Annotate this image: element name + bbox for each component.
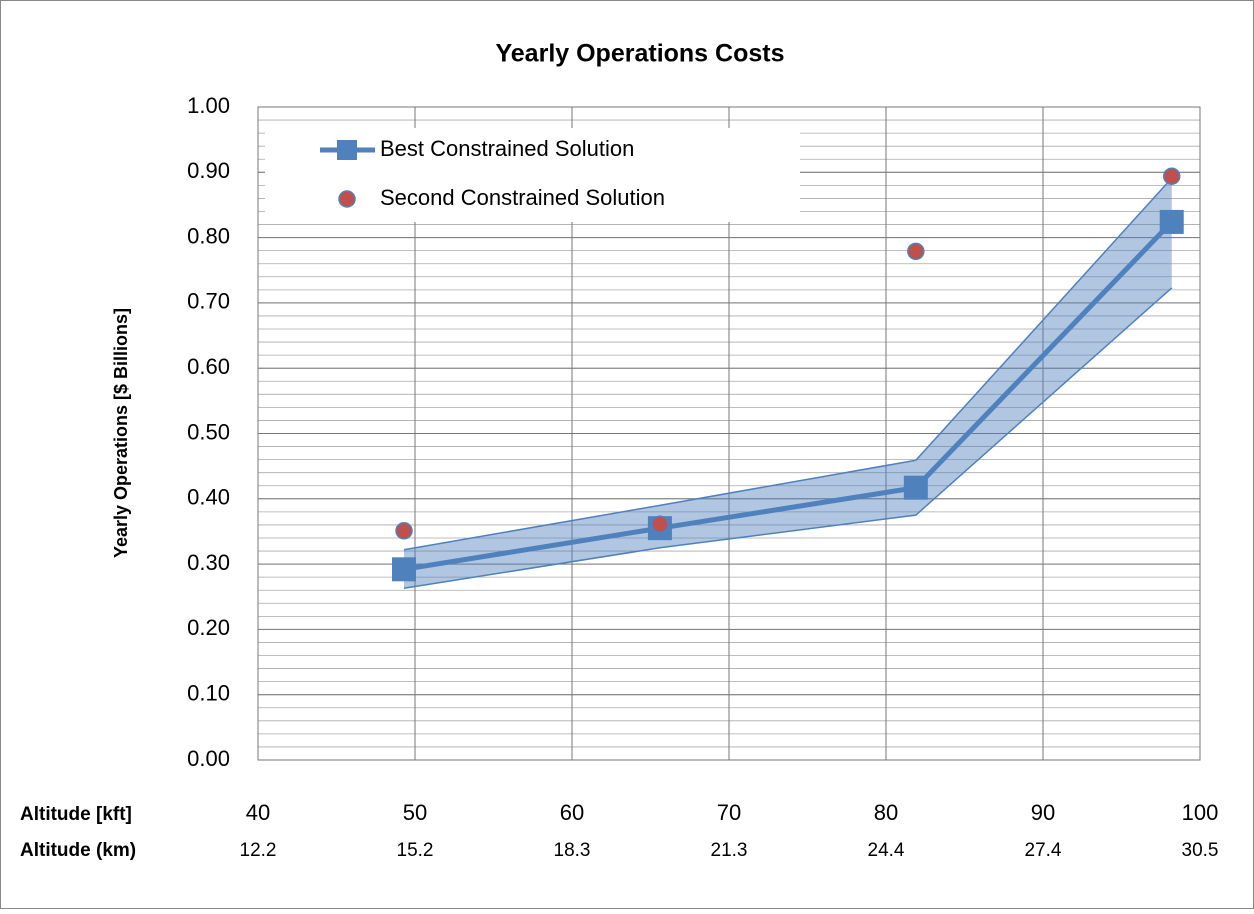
x-tick-label: 100 xyxy=(1182,800,1219,825)
x2-tick-label: 27.4 xyxy=(1025,840,1062,861)
x-tick-label: 90 xyxy=(1031,800,1055,825)
x2-tick-label: 12.2 xyxy=(240,840,277,861)
circle-marker xyxy=(395,522,413,540)
y-tick-label: 0.10 xyxy=(187,681,230,706)
y-tick-label: 0.30 xyxy=(187,550,230,575)
circle-marker xyxy=(1162,167,1181,185)
square-marker xyxy=(903,475,928,500)
x2-tick-label: 24.4 xyxy=(868,840,905,861)
plot-border xyxy=(257,106,1201,761)
x2-tick-label: 21.3 xyxy=(711,840,748,861)
legend-marker xyxy=(337,140,357,160)
y-tick-label: 0.40 xyxy=(187,485,230,510)
y-tick-label: 1.00 xyxy=(187,93,230,118)
x2-axis-label: Altitude (km) xyxy=(20,840,136,861)
x-tick-label: 40 xyxy=(246,800,270,825)
y-tick-label: 0.50 xyxy=(187,419,230,444)
x-tick-label: 80 xyxy=(874,800,898,825)
legend-label: Second Constrained Solution xyxy=(380,185,665,210)
x-axis-label: Altitude [kft] xyxy=(20,804,132,825)
y-tick-label: 0.80 xyxy=(187,223,230,248)
y-tick-label: 0.00 xyxy=(187,746,230,771)
square-marker xyxy=(1159,209,1184,234)
x-tick-label: 60 xyxy=(560,800,584,825)
chart-title: Yearly Operations Costs xyxy=(495,40,784,68)
square-marker xyxy=(392,557,417,582)
legend-label: Best Constrained Solution xyxy=(380,136,634,161)
x-tick-label: 70 xyxy=(717,800,741,825)
y-axis-label: Yearly Operations [$ Billions] xyxy=(111,308,131,558)
circle-marker xyxy=(651,515,669,534)
band-upper xyxy=(403,177,1173,551)
y-tick-label: 0.70 xyxy=(187,289,230,314)
x2-tick-label: 30.5 xyxy=(1182,840,1219,861)
circle-marker xyxy=(907,242,925,261)
x2-tick-label: 15.2 xyxy=(397,840,434,861)
y-tick-label: 0.90 xyxy=(187,158,230,183)
x-tick-label: 50 xyxy=(403,800,427,825)
series-line xyxy=(403,220,1174,572)
band-lower xyxy=(403,287,1173,590)
y-tick-label: 0.20 xyxy=(187,615,230,640)
x2-tick-label: 18.3 xyxy=(554,840,591,861)
legend-marker xyxy=(338,190,356,208)
y-tick-label: 0.60 xyxy=(187,354,230,379)
